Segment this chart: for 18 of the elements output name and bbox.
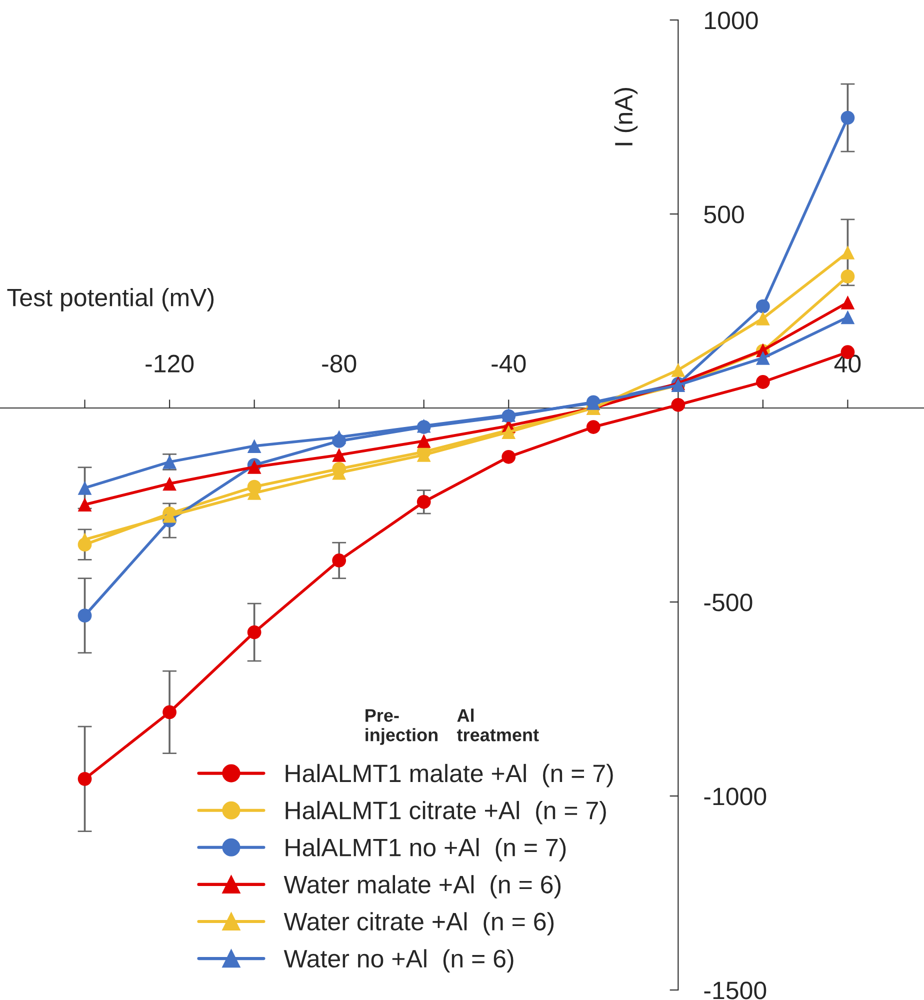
legend-label: Water malate +Al (n = 6) [284, 875, 561, 898]
legend-label: HalALMT1 citrate +Al (n = 7) [286, 800, 606, 824]
y-tick-label: 500 [704, 206, 744, 224]
legend-label: Water citrate +Al (n = 6) [284, 912, 554, 936]
y-tick-label: 1000 [705, 12, 758, 30]
legend-label: HalALMT1 malate +Al (n = 7) [286, 764, 613, 788]
x-tick-label: -80 [322, 354, 356, 373]
annotation: Al treatment [456, 708, 539, 742]
annotation: Pre- injection [366, 709, 438, 745]
y-tick-label: -500 [704, 594, 752, 612]
x-tick-label: -120 [146, 354, 194, 373]
legend-label: Water no +Al (n = 6) [284, 949, 514, 972]
legend-label: HalALMT1 no +Al (n = 7) [286, 838, 566, 862]
x-axis-title: Test potential (mV) [7, 288, 214, 312]
y-axis-title: I (nA) [614, 88, 638, 146]
x-tick-label: -40 [492, 354, 526, 373]
y-tick-label: -1000 [704, 788, 766, 806]
y-tick-label: -1500 [704, 982, 766, 1000]
